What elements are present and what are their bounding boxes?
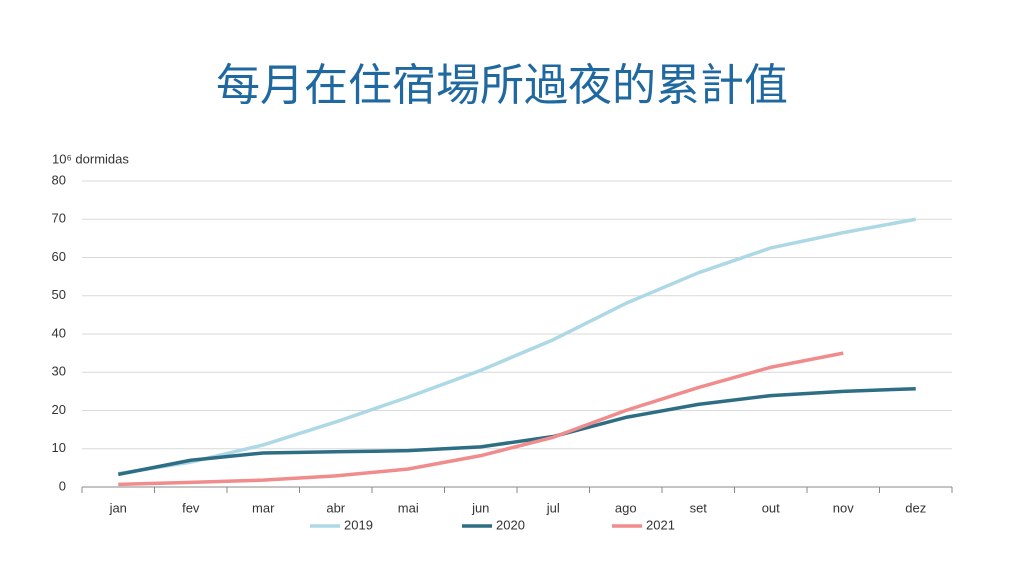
x-tick-label: dez — [905, 500, 926, 515]
y-axis-label: 10⁶ dormidas — [52, 151, 129, 166]
chart-title: 每月在住宿場所過夜的累計值 — [216, 60, 788, 111]
x-tick-label: ago — [615, 500, 637, 515]
legend-label: 2019 — [344, 517, 373, 532]
y-tick-label: 0 — [59, 478, 66, 493]
series-line — [117, 217, 917, 476]
series-line — [118, 351, 844, 487]
x-tick-label: mai — [398, 500, 419, 515]
x-tick-label: abr — [326, 500, 345, 515]
series-line — [117, 386, 916, 477]
x-tick-label: set — [690, 500, 708, 515]
y-tick-label: 10 — [52, 440, 66, 455]
x-tick-label: mar — [252, 500, 275, 515]
y-tick-label: 20 — [52, 402, 66, 417]
y-tick-label: 80 — [52, 172, 66, 187]
x-tick-label: jan — [109, 500, 127, 515]
x-tick-label: jul — [546, 500, 560, 515]
y-tick-label: 70 — [52, 211, 66, 226]
y-tick-label: 50 — [52, 287, 66, 302]
x-tick-label: fev — [182, 500, 200, 515]
y-tick-label: 40 — [52, 325, 66, 340]
x-tick-label: nov — [833, 500, 854, 515]
y-tick-label: 60 — [52, 249, 66, 264]
y-tick-label: 30 — [52, 364, 66, 379]
x-tick-label: out — [762, 500, 780, 515]
x-tick-label: jun — [471, 500, 489, 515]
legend-label: 2021 — [646, 517, 675, 532]
legend-label: 2020 — [496, 517, 525, 532]
